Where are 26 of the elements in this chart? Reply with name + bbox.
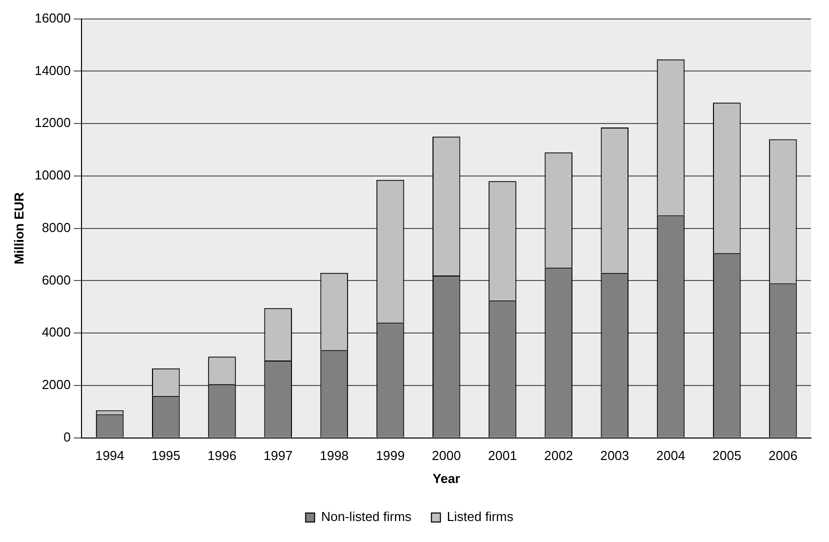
x-tick-label: 2000: [432, 448, 461, 464]
x-tick-label: 2002: [544, 448, 574, 464]
y-axis-title: Million EUR: [11, 192, 26, 264]
x-tick-label: 2005: [712, 448, 742, 464]
y-tick-label: 12000: [34, 115, 71, 130]
x-axis-title: Year: [432, 470, 460, 486]
y-tick-label: 0: [64, 429, 71, 444]
x-tick-label: 1998: [320, 448, 349, 464]
x-tick-label: 1996: [208, 448, 236, 464]
x-tick-label: 2001: [488, 448, 517, 464]
x-tick-label: 2004: [656, 448, 686, 464]
y-tick-label: 4000: [42, 324, 71, 340]
y-tick-label: 6000: [42, 272, 71, 288]
x-tick-label: 2003: [600, 448, 630, 464]
y-tick-label: 8000: [42, 220, 71, 235]
x-tick-label: 1997: [264, 448, 293, 464]
y-tick-label: 14000: [34, 62, 71, 78]
legend-label: Non-listed firms: [321, 509, 412, 524]
x-tick-label: 1994: [95, 448, 124, 464]
y-tick-label: 10000: [34, 168, 71, 183]
x-tick-label: 1995: [151, 448, 180, 464]
y-tick-label: 16000: [34, 10, 71, 26]
legend-label: Listed firms: [446, 509, 514, 524]
x-tick-label: 1999: [376, 448, 405, 464]
y-tick-label: 2000: [42, 377, 71, 392]
x-tick-label: 2006: [768, 448, 798, 464]
